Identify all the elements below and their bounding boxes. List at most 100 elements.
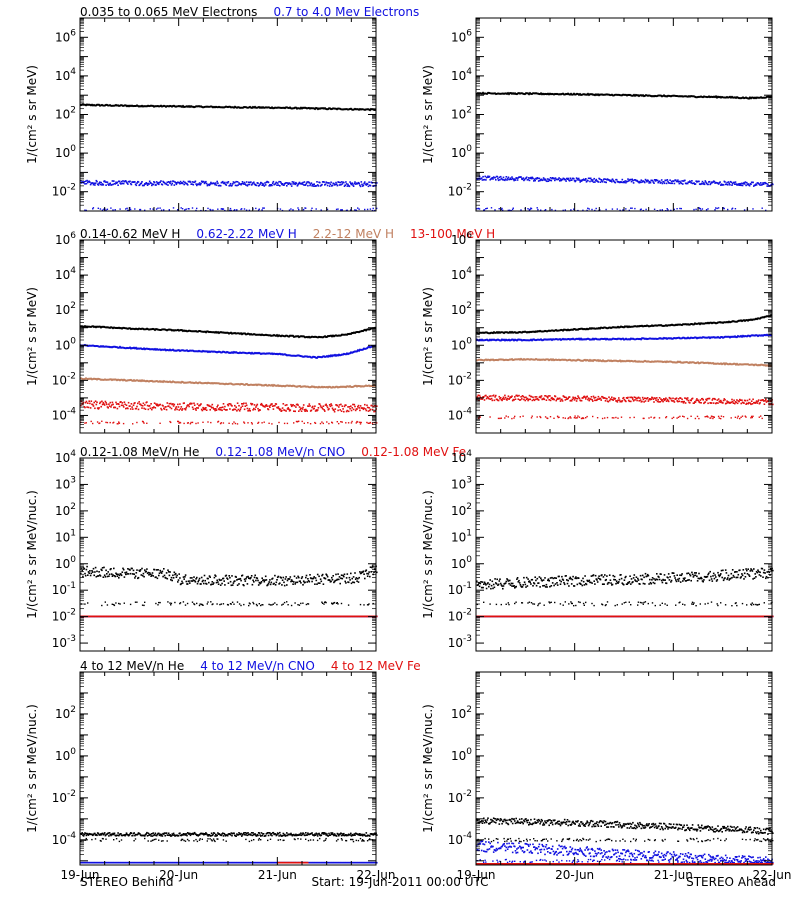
data-point: [364, 183, 367, 185]
data-point: [526, 585, 529, 587]
data-point: [136, 182, 138, 184]
data-point: [328, 185, 331, 187]
data-point: [297, 183, 299, 186]
data-point: [176, 408, 178, 411]
data-point: [257, 421, 260, 424]
data-point: [610, 398, 612, 401]
data-point: [586, 395, 588, 398]
data-point: [204, 579, 206, 582]
data-point: [695, 399, 697, 402]
data-point: [516, 578, 518, 580]
data-point: [537, 177, 539, 180]
data-point: [243, 421, 245, 423]
data-point: [184, 604, 187, 606]
data-point: [585, 583, 588, 586]
data-point: [157, 569, 159, 571]
data-point: [588, 579, 591, 582]
data-point: [562, 209, 564, 212]
data-point: [248, 409, 250, 412]
data-point: [301, 576, 304, 578]
data-point: [692, 603, 694, 605]
data-point: [367, 185, 370, 188]
data-point: [191, 601, 194, 603]
data-point: [668, 182, 671, 184]
data-point: [239, 408, 242, 411]
data-point: [591, 398, 593, 401]
data-point: [139, 569, 142, 571]
data-point: [222, 577, 225, 580]
data-point: [153, 181, 156, 184]
data-point: [345, 582, 347, 584]
data-point: [549, 177, 552, 179]
data-point: [158, 601, 160, 604]
data-point: [571, 578, 574, 581]
data-point: [333, 580, 336, 583]
data-point: [329, 405, 332, 408]
data-point: [739, 184, 741, 186]
data-point: [613, 575, 616, 578]
data-point: [741, 182, 743, 185]
data-point: [729, 184, 731, 186]
data-point: [644, 397, 646, 399]
data-point: [368, 603, 370, 605]
data-point: [366, 183, 369, 185]
data-point: [581, 584, 584, 587]
data-point: [301, 408, 304, 410]
data-point: [368, 181, 370, 183]
data-point: [243, 422, 246, 424]
data-point: [324, 577, 327, 580]
data-point: [297, 207, 299, 209]
data-point: [359, 185, 362, 188]
data-point: [754, 184, 756, 187]
data-point: [235, 576, 237, 578]
data-point: [343, 575, 345, 578]
data-point: [261, 184, 263, 186]
data-point: [181, 182, 184, 185]
data-point: [90, 420, 92, 423]
data-point: [86, 565, 88, 568]
data-point: [625, 208, 627, 210]
data-point: [228, 403, 230, 405]
data-point: [87, 571, 90, 573]
data-point: [579, 181, 581, 183]
data-point: [109, 182, 112, 185]
data-point: [301, 183, 304, 185]
data-point: [530, 395, 533, 398]
data-point: [523, 396, 526, 399]
data-point: [167, 184, 169, 186]
data-point: [168, 574, 171, 577]
data-point: [340, 410, 343, 412]
data-point: [290, 185, 293, 187]
data-point: [352, 185, 355, 187]
data-point: [269, 184, 272, 187]
data-point: [587, 207, 589, 209]
data-point: [734, 208, 737, 210]
data-point: [251, 423, 253, 425]
data-point: [658, 180, 661, 182]
data-point: [527, 178, 529, 181]
data-point: [716, 399, 719, 401]
data-point: [564, 601, 566, 603]
data-point: [486, 396, 489, 398]
data-point: [514, 178, 516, 180]
data-point: [83, 181, 86, 183]
data-point: [335, 181, 337, 184]
data-point: [707, 416, 709, 418]
data-point: [727, 181, 730, 183]
data-point: [611, 396, 613, 399]
data-point: [663, 399, 666, 402]
data-point: [289, 409, 292, 411]
data-point: [540, 178, 543, 181]
series-black: [80, 565, 378, 607]
data-point: [347, 422, 350, 424]
data-point: [120, 401, 122, 403]
data-point: [155, 569, 158, 571]
data-point: [519, 399, 522, 401]
data-point: [163, 209, 165, 211]
data-point: [101, 400, 103, 403]
data-point: [250, 422, 253, 424]
data-point: [336, 404, 339, 407]
data-point: [596, 399, 598, 401]
data-point: [627, 399, 630, 402]
data-point: [163, 181, 166, 184]
